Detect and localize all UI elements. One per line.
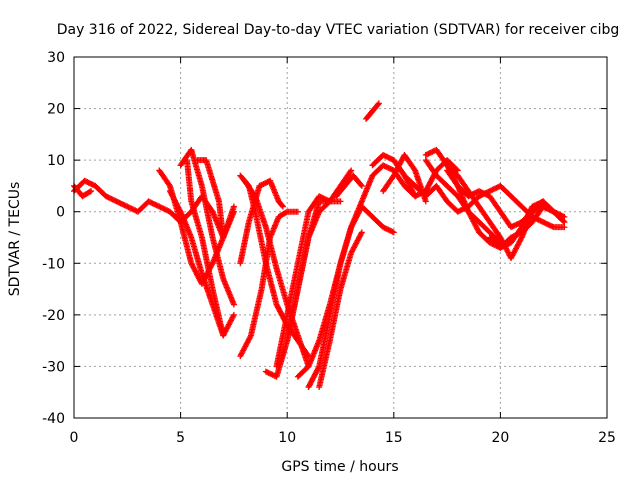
series-t18 (333, 172, 365, 200)
x-tick-label: 5 (176, 430, 185, 446)
data-point (375, 100, 382, 107)
y-tick-label: -40 (42, 411, 65, 427)
data-point (279, 202, 286, 209)
data-point (358, 229, 365, 236)
series-t17 (316, 229, 365, 391)
y-tick-label: 30 (47, 50, 65, 66)
plot-frame (73, 56, 608, 419)
data-point (244, 181, 251, 188)
x-tick-label: 25 (598, 430, 616, 446)
series-t14 (284, 167, 355, 344)
data-point (279, 203, 286, 210)
series-t05 (177, 146, 237, 308)
data-point (560, 217, 567, 224)
y-tick-label: -10 (42, 256, 65, 272)
data-point (230, 301, 237, 308)
data-point (348, 167, 355, 174)
series-t06 (166, 188, 237, 339)
series-t22 (390, 157, 504, 215)
data-point (561, 224, 568, 231)
data-point (358, 182, 365, 189)
data-point (375, 101, 382, 108)
data-point (230, 203, 237, 210)
series-t04 (183, 157, 227, 339)
data-point (294, 208, 301, 215)
x-tick-label: 10 (278, 430, 296, 446)
data-point (282, 209, 289, 216)
data-point (88, 188, 95, 195)
data-point (347, 168, 354, 175)
data-point (422, 198, 429, 205)
series-t10 (237, 208, 301, 360)
data-point (230, 311, 237, 318)
series-t19 (363, 100, 382, 122)
data-point (86, 188, 93, 195)
data-point (561, 213, 568, 220)
y-tick-label: -30 (42, 359, 65, 375)
data-point (220, 234, 227, 241)
series-t29 (508, 203, 568, 241)
x-axis-label: GPS time / hours (281, 459, 398, 475)
x-tick-label: 15 (385, 430, 403, 446)
series-t13 (273, 193, 344, 370)
series-t09 (237, 177, 286, 267)
series-t02 (71, 182, 95, 200)
y-axis-label: SDTVAR / TECUs (7, 182, 23, 297)
x-tick-label: 0 (70, 430, 79, 446)
y-tick-label: -20 (42, 308, 65, 324)
series-t07 (194, 157, 227, 241)
data-point (357, 181, 364, 188)
series-t24 (422, 157, 504, 246)
data-point (337, 198, 344, 205)
data-point (453, 166, 460, 173)
grid (74, 57, 607, 418)
data-point (304, 351, 311, 358)
data-points (71, 100, 568, 391)
y-tick-label: 20 (47, 102, 65, 118)
axis-ticks: 0 5 10 15 20 25 30 20 10 0 -10 -20 -30 -40 (42, 50, 616, 446)
y-tick-label: 10 (47, 153, 65, 169)
data-point (166, 181, 173, 188)
data-point (561, 219, 568, 226)
data-point (454, 167, 461, 174)
chart-title: Day 316 of 2022, Sidereal Day-to-day VTE… (57, 22, 620, 38)
x-tick-label: 20 (491, 430, 509, 446)
data-point (390, 229, 397, 236)
y-tick-label: 0 (56, 205, 65, 221)
